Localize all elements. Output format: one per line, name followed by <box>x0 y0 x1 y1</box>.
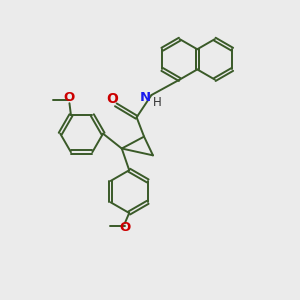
Text: O: O <box>119 221 130 234</box>
Text: N: N <box>140 91 151 104</box>
Text: O: O <box>106 92 118 106</box>
Text: H: H <box>153 96 162 109</box>
Text: O: O <box>64 92 75 104</box>
